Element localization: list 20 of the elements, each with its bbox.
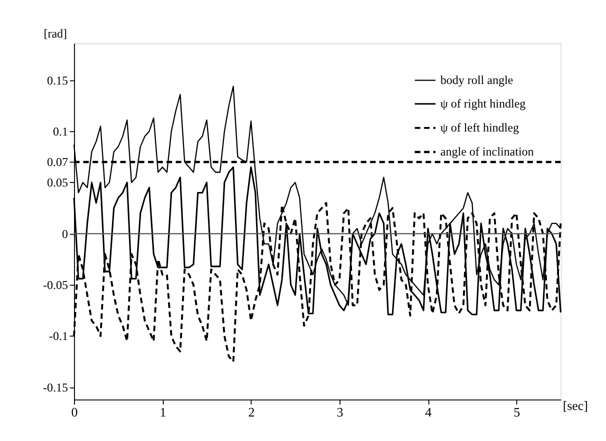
legend-label: ψ of right hindleg <box>440 96 526 111</box>
x-tick-label: 5 <box>514 404 520 420</box>
y-tick-label: 0.15 <box>46 73 68 88</box>
x-axis-title: [sec] <box>562 398 588 414</box>
x-tick-label: 3 <box>336 404 344 420</box>
y-axis-title: [rad] <box>44 26 68 40</box>
y-tick-label: 0.07 <box>46 155 68 170</box>
y-tick-label: -0.05 <box>42 278 68 292</box>
y-tick-label: 0.1 <box>52 124 68 138</box>
x-tick-label: 2 <box>248 404 255 420</box>
legend-label: ψ of left hindleg <box>440 120 519 135</box>
x-tick-label: 1 <box>160 404 166 420</box>
x-tick-label: 0 <box>71 404 78 420</box>
legend-label: body roll angle <box>440 72 514 87</box>
y-tick-label: -0.1 <box>48 329 68 344</box>
y-tick-label: 0.05 <box>46 176 68 190</box>
ref-line-label: angle of inclination <box>440 144 534 159</box>
y-tick-label: 0 <box>62 226 68 241</box>
y-tick-label: -0.15 <box>42 380 68 394</box>
x-tick-label: 4 <box>425 404 432 420</box>
